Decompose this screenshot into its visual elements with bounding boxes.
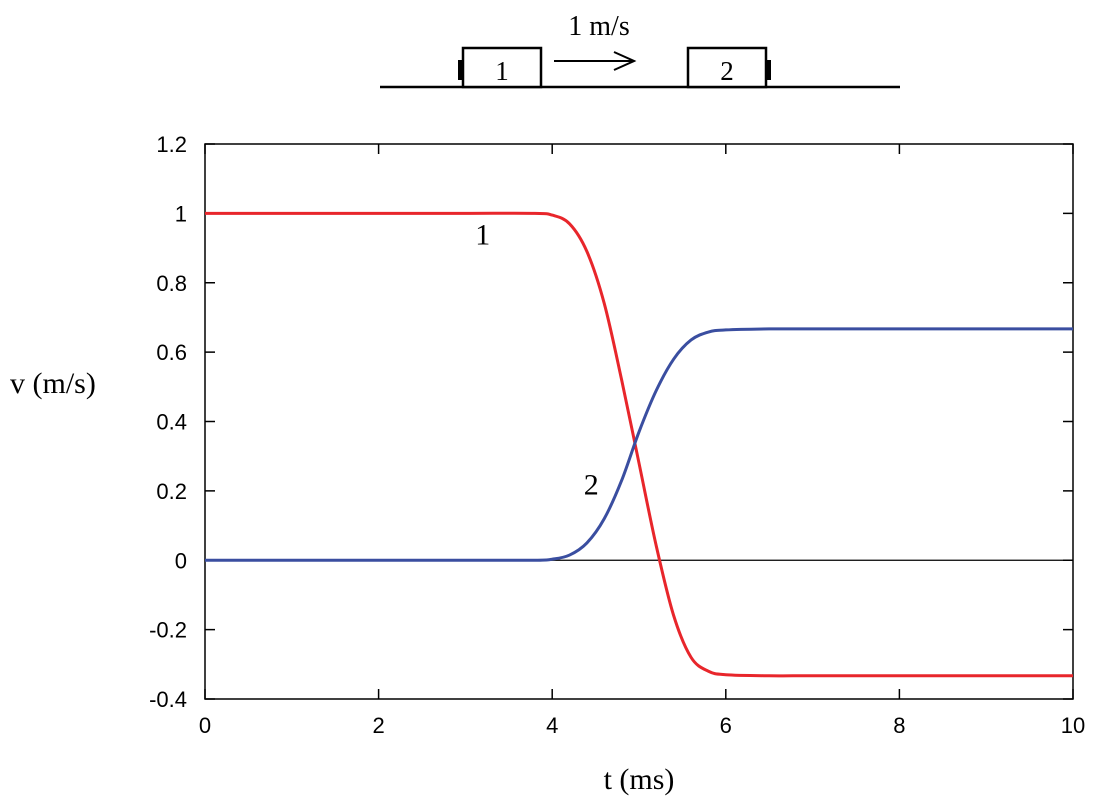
block-1-label: 1 xyxy=(495,56,509,86)
series-line-1 xyxy=(204,211,1073,678)
y-axis-label: v (m/s) xyxy=(10,367,96,400)
x-tick-label: 0 xyxy=(199,713,211,738)
annotation-layer: 12 xyxy=(475,219,599,502)
block-2 xyxy=(686,46,768,89)
x-tick-label: 2 xyxy=(372,713,384,738)
y-tick-label: 0.6 xyxy=(156,340,187,365)
series-line-2 xyxy=(205,327,1073,562)
y-tick-label: -0.4 xyxy=(149,687,187,712)
velocity-arrow-head xyxy=(613,51,637,71)
y-tick-label: 0 xyxy=(175,548,187,573)
y-tick-label: 1.2 xyxy=(156,132,187,157)
block-2-label: 2 xyxy=(720,56,734,86)
x-tick-label: 6 xyxy=(720,713,732,738)
block-diagram: 1 2 1 m/s xyxy=(380,11,900,89)
x-axis-label: t (ms) xyxy=(604,763,675,796)
x-axis-ticks: 0 2 4 6 8 10 xyxy=(199,144,1085,738)
plot-area: 0 2 4 6 8 10 -0.4-0.200.20.40.60.811.2 12 xyxy=(149,132,1085,738)
curve-label-2: 2 xyxy=(584,468,599,501)
block-1 xyxy=(461,46,543,89)
x-tick-label: 8 xyxy=(893,713,905,738)
curve-label-1: 1 xyxy=(475,219,490,252)
velocity-label: 1 m/s xyxy=(568,11,629,42)
block-2-bumper xyxy=(766,60,771,80)
y-tick-label: 0.4 xyxy=(156,410,187,435)
y-tick-label: 0.8 xyxy=(156,271,187,296)
y-tick-label: 1 xyxy=(175,201,187,226)
series-layer xyxy=(204,211,1073,678)
x-tick-label: 10 xyxy=(1061,713,1085,738)
block-1-bumper xyxy=(458,60,463,80)
y-axis-ticks: -0.4 -0.2 0 0.2 0.4 0.6 0.8 1 1.2 xyxy=(149,132,1073,712)
y-tick-label: 0.2 xyxy=(156,479,187,504)
x-tick-label: 4 xyxy=(546,713,558,738)
plot-frame xyxy=(204,143,1074,700)
y-tick-label: -0.2 xyxy=(149,618,187,643)
